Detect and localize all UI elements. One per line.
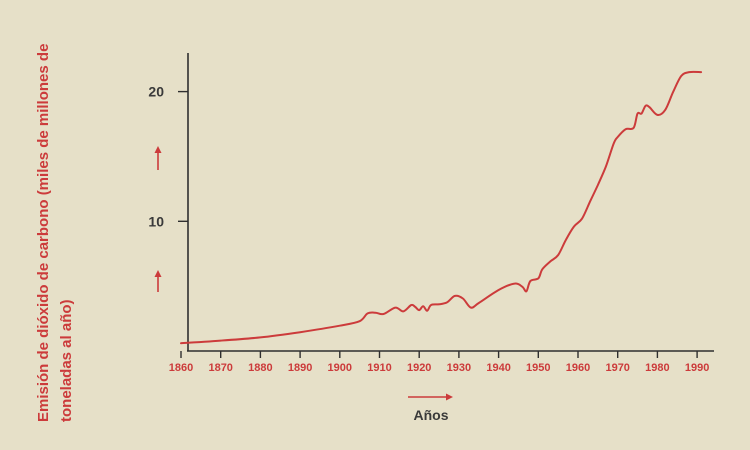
x-tick-label: 1890	[288, 362, 312, 374]
x-tick-label: 1880	[248, 362, 272, 374]
x-axis-title: Años	[414, 407, 449, 423]
x-tick-label: 1980	[645, 362, 669, 374]
x-ticks: 1860 1870 1880 1890 1900 1910 1920 1930 1940 1950…	[169, 351, 709, 374]
x-tick-label: 1860	[169, 362, 193, 374]
x-tick-label: 1870	[208, 362, 232, 374]
y-arrow-lower	[154, 270, 162, 292]
y-axis-title-line-2: toneladas al año)	[58, 299, 75, 422]
y-tick-label: 10	[148, 213, 164, 229]
x-tick-label: 1920	[407, 362, 431, 374]
x-tick-label: 1970	[605, 362, 629, 374]
y-tick-label: 20	[148, 84, 164, 100]
x-tick-label: 1930	[447, 362, 471, 374]
x-tick-label: 1900	[328, 362, 352, 374]
x-tick-label: 1910	[367, 362, 391, 374]
y-ticks: 10 20	[148, 84, 188, 229]
x-tick-label: 1940	[486, 362, 510, 374]
x-tick-label: 1950	[526, 362, 550, 374]
x-tick-label: 1990	[685, 362, 709, 374]
x-tick-label: 1960	[566, 362, 590, 374]
series-line	[180, 70, 703, 345]
y-axis-title-line-1: Emisión de dióxido de carbono (miles de …	[35, 44, 52, 422]
y-axis-title: Emisión de dióxido de carbono (miles de …	[35, 44, 75, 422]
x-axis-arrow	[408, 393, 453, 401]
y-arrow-upper	[154, 146, 162, 170]
